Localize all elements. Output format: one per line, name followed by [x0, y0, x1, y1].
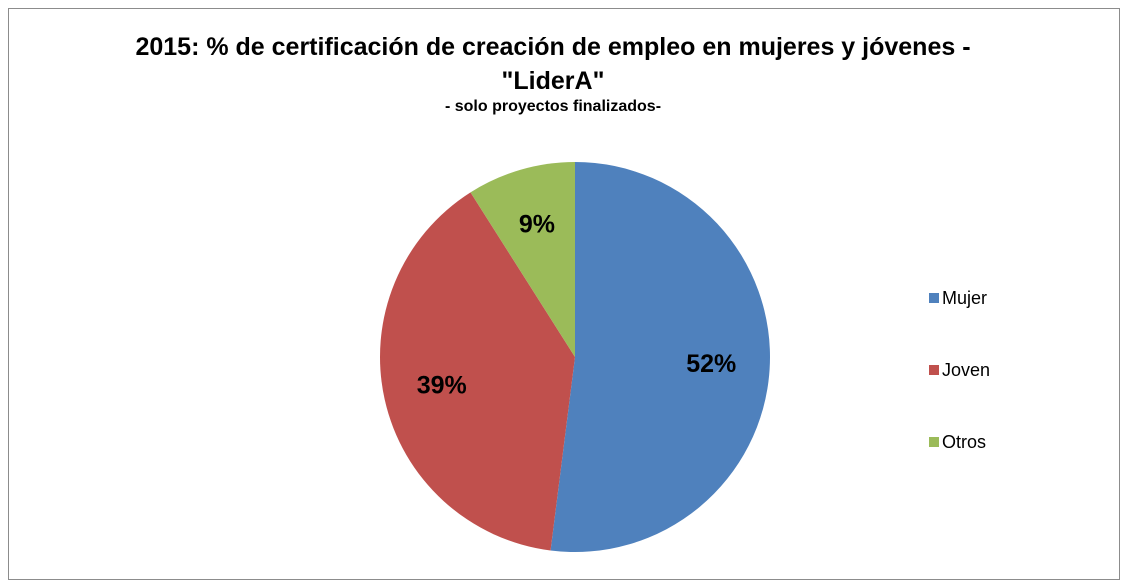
legend-swatch [929, 365, 939, 375]
legend-label: Otros [942, 432, 986, 452]
data-label: 39% [417, 371, 467, 399]
data-label: 52% [686, 350, 736, 378]
pie-slice [550, 162, 771, 552]
legend-label: Mujer [942, 288, 987, 308]
data-label: 9% [519, 211, 555, 239]
pie-slice [470, 162, 575, 357]
legend-swatch [929, 293, 939, 303]
legend-swatch [929, 437, 939, 447]
pie-slice [379, 192, 575, 551]
chart-title: 2015: % de certificación de creación de … [135, 33, 971, 95]
chart-subtitle: - solo proyectos finalizados- [444, 98, 662, 115]
legend-label: Joven [942, 360, 990, 380]
